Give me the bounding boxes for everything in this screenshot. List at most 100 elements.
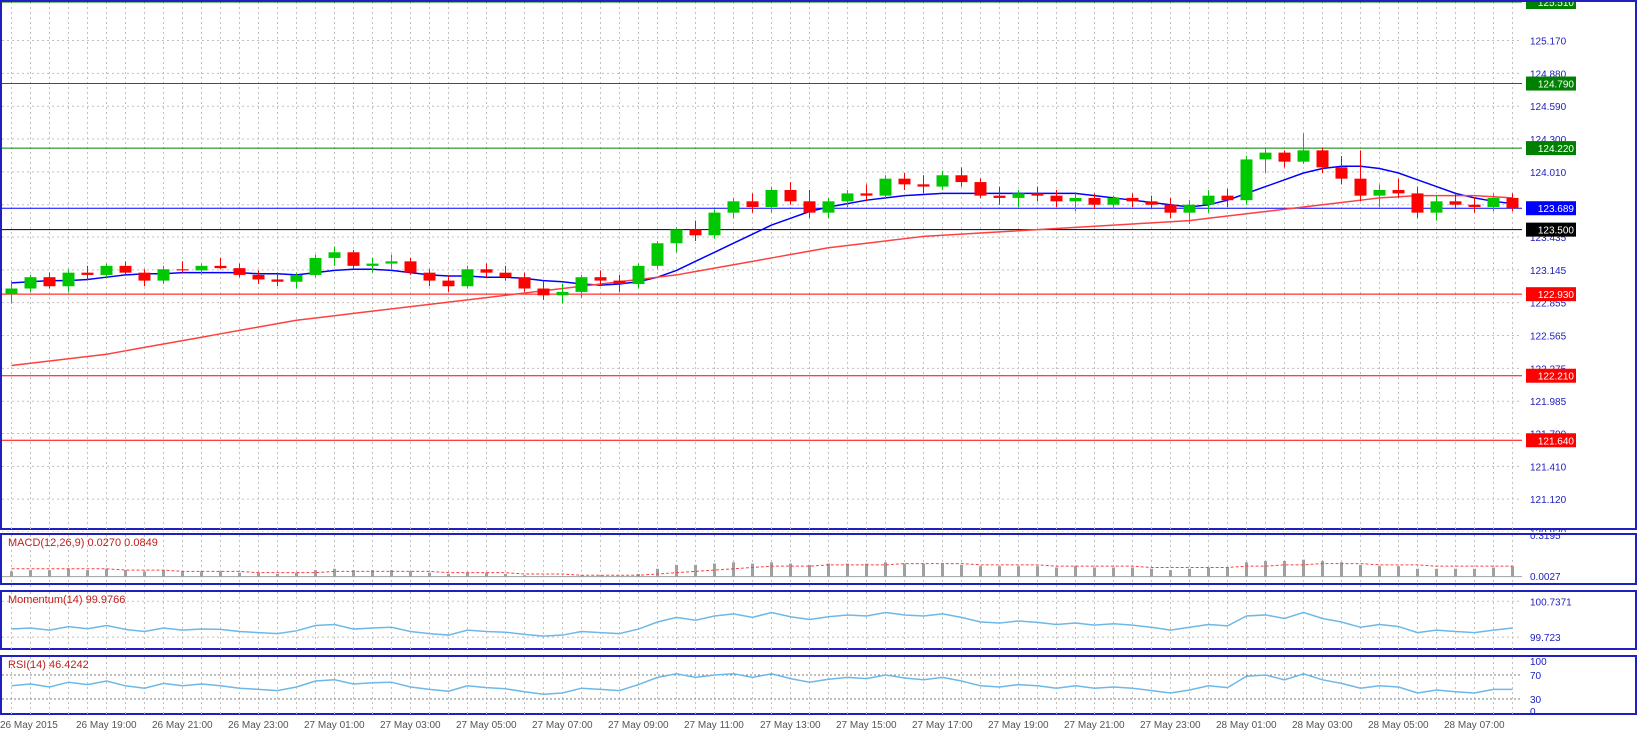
candle[interactable] (1051, 196, 1063, 202)
candle[interactable] (899, 179, 911, 185)
candle[interactable] (1393, 190, 1405, 193)
candle[interactable] (842, 193, 854, 201)
candle[interactable] (1279, 153, 1291, 162)
candle[interactable] (329, 252, 341, 258)
candle[interactable] (215, 266, 227, 268)
candle[interactable] (424, 273, 436, 281)
time-label: 28 May 03:00 (1292, 720, 1353, 731)
candle[interactable] (1450, 201, 1462, 204)
candle[interactable] (956, 175, 968, 182)
candle[interactable] (405, 261, 417, 272)
candle[interactable] (367, 264, 379, 266)
time-label: 27 May 11:00 (684, 720, 744, 731)
candle[interactable] (823, 201, 835, 212)
candle[interactable] (671, 230, 683, 244)
candle[interactable] (633, 266, 645, 284)
candle[interactable] (918, 184, 930, 186)
candle[interactable] (766, 190, 778, 207)
candle[interactable] (177, 269, 189, 270)
time-label: 28 May 05:00 (1368, 720, 1429, 731)
candle[interactable] (6, 289, 18, 295)
candle[interactable] (158, 269, 170, 280)
price-ytick: 121.120 (1530, 495, 1567, 506)
momentum-ytick: 100.7371 (1530, 597, 1572, 608)
candle[interactable] (443, 281, 455, 287)
price-level-value: 125.510 (1538, 2, 1575, 9)
candle[interactable] (937, 175, 949, 186)
candle[interactable] (1469, 205, 1481, 207)
candle[interactable] (500, 273, 512, 278)
candle[interactable] (557, 292, 569, 295)
price-ytick: 121.985 (1530, 397, 1567, 408)
candle[interactable] (25, 277, 37, 288)
candle[interactable] (1431, 201, 1443, 212)
momentum-ytick: 99.723 (1530, 633, 1561, 644)
candle[interactable] (1317, 150, 1329, 167)
candle[interactable] (538, 289, 550, 296)
candle[interactable] (519, 277, 531, 288)
candle[interactable] (994, 196, 1006, 198)
candle[interactable] (785, 190, 797, 201)
candle[interactable] (120, 266, 132, 273)
candle[interactable] (1222, 196, 1234, 201)
candle[interactable] (82, 273, 94, 275)
candle[interactable] (1165, 205, 1177, 213)
candle[interactable] (614, 281, 626, 284)
candle[interactable] (1412, 193, 1424, 212)
candle[interactable] (709, 213, 721, 236)
price-pane[interactable]: 125.170124.880124.590124.300124.010123.7… (0, 0, 1637, 530)
candle[interactable] (1298, 150, 1310, 161)
candle[interactable] (291, 275, 303, 282)
time-label: 27 May 05:00 (456, 720, 517, 731)
macd-pane[interactable]: MACD(12,26,9) 0.0270 0.0849 0.31950.0027 (0, 533, 1637, 585)
candle[interactable] (139, 273, 151, 281)
candle[interactable] (462, 269, 474, 286)
candle[interactable] (196, 266, 208, 271)
candle[interactable] (310, 258, 322, 275)
candle[interactable] (880, 179, 892, 196)
candle[interactable] (386, 261, 398, 263)
candle[interactable] (576, 277, 588, 292)
momentum-svg: 100.7371 99.723 (2, 592, 1637, 652)
candle[interactable] (1203, 196, 1215, 205)
candle[interactable] (1241, 159, 1253, 200)
candle[interactable] (652, 243, 664, 266)
candle[interactable] (1355, 179, 1367, 196)
candle[interactable] (101, 266, 113, 275)
candle[interactable] (1089, 198, 1101, 205)
candle[interactable] (1013, 193, 1025, 198)
candle[interactable] (1108, 198, 1120, 205)
candle[interactable] (1184, 205, 1196, 213)
candle[interactable] (1488, 198, 1500, 207)
candle[interactable] (1336, 167, 1348, 178)
candle[interactable] (747, 201, 759, 207)
candle[interactable] (253, 275, 265, 280)
candle[interactable] (1374, 190, 1386, 196)
momentum-pane[interactable]: Momentum(14) 99.9766 100.737199.723 (0, 590, 1637, 650)
candle[interactable] (861, 193, 873, 195)
candle[interactable] (1146, 201, 1158, 204)
price-chart-svg[interactable]: 125.170124.880124.590124.300124.010123.7… (2, 2, 1637, 532)
candle[interactable] (690, 230, 702, 236)
candle[interactable] (1507, 198, 1519, 208)
candle[interactable] (728, 201, 740, 212)
time-label: 27 May 19:00 (988, 720, 1049, 731)
candle[interactable] (975, 182, 987, 196)
time-axis: 26 May 201526 May 19:0026 May 21:0026 Ma… (0, 718, 1637, 746)
candle[interactable] (1127, 198, 1139, 201)
candle[interactable] (481, 269, 493, 272)
rsi-pane[interactable]: RSI(14) 46.4242 10070300 (0, 655, 1637, 715)
candle[interactable] (1032, 193, 1044, 195)
candle[interactable] (595, 277, 607, 280)
rsi-ytick: 100 (1530, 657, 1547, 668)
candle[interactable] (272, 279, 284, 281)
rsi-svg: 10070300 (2, 657, 1637, 717)
candle[interactable] (804, 201, 816, 212)
candle[interactable] (348, 252, 360, 266)
candle[interactable] (63, 273, 75, 287)
candle[interactable] (44, 277, 56, 286)
candle[interactable] (1070, 198, 1082, 201)
time-label: 27 May 07:00 (532, 720, 593, 731)
candle[interactable] (1260, 153, 1272, 160)
candle[interactable] (234, 268, 246, 275)
